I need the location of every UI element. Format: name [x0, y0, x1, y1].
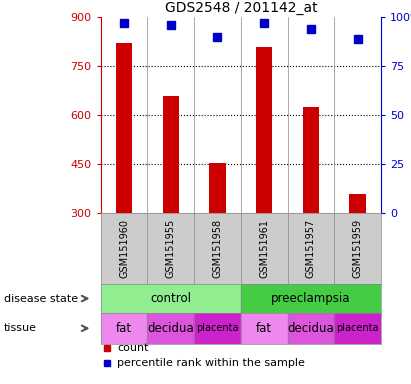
Text: GSM151959: GSM151959 [353, 219, 363, 278]
Text: count: count [117, 343, 149, 353]
Bar [334, 313, 381, 344]
Text: placenta: placenta [336, 323, 379, 333]
Bar [116, 43, 132, 311]
Bar [194, 313, 241, 344]
Text: fat: fat [116, 322, 132, 335]
Text: fat: fat [256, 322, 272, 335]
Bar [163, 96, 179, 311]
Text: control: control [150, 292, 191, 305]
Text: GSM151961: GSM151961 [259, 219, 269, 278]
Text: GSM151957: GSM151957 [306, 219, 316, 278]
Text: tissue: tissue [4, 323, 37, 333]
Bar [101, 284, 241, 313]
Bar [349, 194, 366, 311]
Bar [209, 162, 226, 311]
Text: GSM151958: GSM151958 [212, 219, 222, 278]
Bar [101, 313, 148, 344]
Bar [241, 284, 381, 313]
Bar [303, 107, 319, 311]
Text: placenta: placenta [196, 323, 239, 333]
Title: GDS2548 / 201142_at: GDS2548 / 201142_at [164, 1, 317, 15]
Bar [256, 47, 272, 311]
Bar [288, 313, 334, 344]
Text: percentile rank within the sample: percentile rank within the sample [117, 358, 305, 368]
Text: decidua: decidua [288, 322, 334, 335]
Bar [241, 313, 288, 344]
Text: GSM151955: GSM151955 [166, 219, 176, 278]
Text: disease state: disease state [4, 293, 78, 304]
Bar [148, 313, 194, 344]
Text: GSM151960: GSM151960 [119, 219, 129, 278]
Text: preeclampsia: preeclampsia [271, 292, 351, 305]
Text: decidua: decidua [148, 322, 194, 335]
